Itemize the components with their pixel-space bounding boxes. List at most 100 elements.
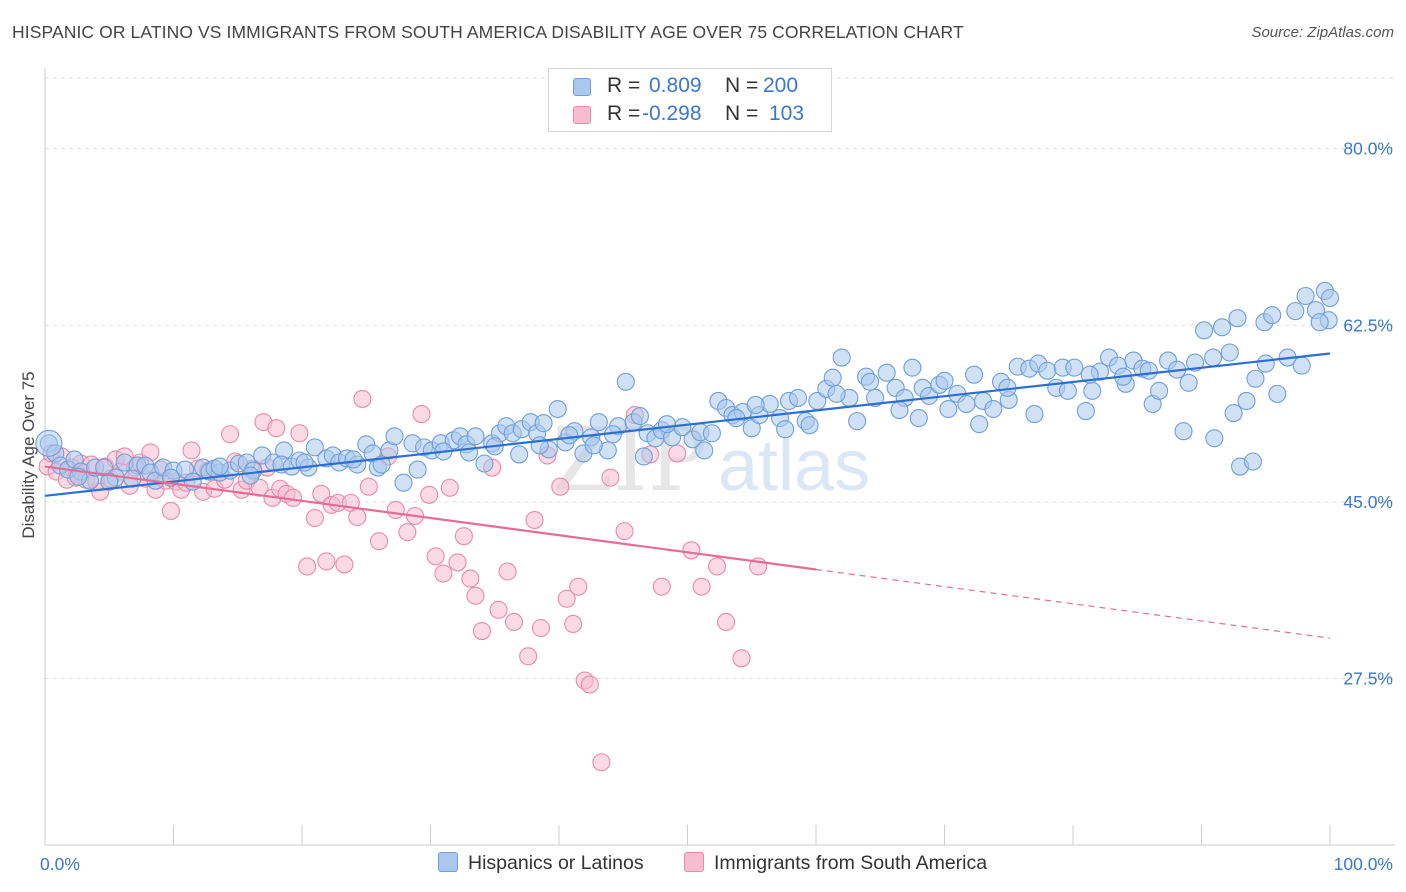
data-point-immigrants bbox=[551, 477, 570, 496]
data-point-immigrants bbox=[370, 532, 389, 551]
legend-n-label: N = bbox=[725, 74, 759, 97]
series-hispanics-points bbox=[35, 281, 1340, 492]
data-point-hispanics bbox=[630, 407, 650, 426]
data-point-hispanics bbox=[935, 371, 954, 390]
data-point-hispanics bbox=[1150, 381, 1169, 400]
data-point-immigrants bbox=[472, 621, 491, 641]
legend-swatch-blue bbox=[438, 852, 458, 872]
y-tick-label: 62.5% bbox=[1343, 315, 1393, 335]
data-point-immigrants bbox=[454, 527, 473, 546]
data-point-immigrants bbox=[732, 649, 751, 668]
data-point-hispanics bbox=[1195, 321, 1214, 340]
data-point-immigrants bbox=[557, 589, 576, 608]
data-point-hispanics bbox=[1268, 384, 1287, 403]
y-tick-labels: 27.5% 45.0% 62.5% 80.0% bbox=[1343, 139, 1393, 689]
legend-r-value: 0.809 bbox=[649, 74, 702, 97]
data-point-immigrants bbox=[426, 547, 445, 566]
data-point-immigrants bbox=[440, 478, 459, 497]
data-point-immigrants bbox=[448, 553, 467, 572]
data-point-hispanics bbox=[534, 414, 553, 433]
data-point-hispanics bbox=[1237, 391, 1256, 410]
data-point-hispanics bbox=[634, 447, 653, 466]
legend-swatch-pink bbox=[684, 852, 704, 872]
data-point-immigrants bbox=[466, 586, 485, 605]
data-point-immigrants bbox=[161, 501, 180, 521]
chart-title: HISPANIC OR LATINO VS IMMIGRANTS FROM SO… bbox=[12, 22, 964, 42]
correlation-legend: R = 0.809 N = 200 R = -0.298 N = 103 bbox=[548, 68, 832, 132]
legend-swatch-pink bbox=[573, 106, 591, 124]
data-point-immigrants bbox=[531, 618, 551, 638]
data-point-immigrants bbox=[489, 600, 508, 619]
data-point-hispanics bbox=[823, 368, 842, 387]
data-point-hispanics bbox=[860, 372, 880, 391]
data-point-hispanics bbox=[548, 399, 567, 419]
chart-source: Source: ZipAtlas.com bbox=[1251, 24, 1394, 41]
legend-row-immigrants: R = -0.298 N = 103 bbox=[549, 101, 831, 129]
data-point-immigrants bbox=[615, 522, 634, 541]
legend-label-immigrants: Immigrants from South America bbox=[714, 852, 988, 874]
legend-item-immigrants: Immigrants from South America bbox=[684, 852, 987, 875]
data-point-hispanics bbox=[1292, 356, 1311, 375]
data-point-hispanics bbox=[657, 415, 676, 434]
data-point-immigrants bbox=[412, 405, 431, 424]
legend-n-value: 200 bbox=[763, 74, 799, 97]
data-point-hispanics bbox=[1286, 302, 1305, 321]
data-point-hispanics bbox=[1213, 318, 1232, 337]
data-point-hispanics bbox=[1243, 452, 1262, 471]
data-point-hispanics bbox=[827, 384, 846, 403]
data-point-immigrants bbox=[569, 577, 588, 596]
legend-label-hispanics: Hispanics or Latinos bbox=[468, 852, 644, 874]
data-point-hispanics bbox=[1065, 358, 1084, 377]
data-point-hispanics bbox=[1220, 343, 1239, 362]
data-point-immigrants bbox=[708, 557, 727, 576]
data-point-hispanics bbox=[1076, 401, 1095, 421]
data-point-immigrants bbox=[498, 562, 517, 581]
data-point-hispanics bbox=[984, 399, 1003, 419]
data-point-immigrants bbox=[504, 612, 524, 632]
data-point-immigrants bbox=[716, 612, 736, 632]
data-point-hispanics bbox=[788, 388, 808, 407]
data-point-hispanics bbox=[408, 460, 427, 479]
data-point-hispanics bbox=[1186, 353, 1205, 372]
data-point-immigrants bbox=[601, 468, 620, 487]
data-point-immigrants bbox=[353, 389, 372, 408]
data-point-immigrants bbox=[652, 577, 671, 596]
data-point-hispanics bbox=[459, 443, 479, 462]
data-point-hispanics bbox=[560, 426, 579, 445]
data-point-immigrants bbox=[220, 425, 240, 444]
y-axis-label: Disability Age Over 75 bbox=[19, 371, 38, 538]
data-point-hispanics bbox=[305, 438, 324, 457]
data-point-hispanics bbox=[1228, 309, 1247, 328]
x-tick-label: 0.0% bbox=[40, 854, 80, 874]
data-point-immigrants bbox=[305, 508, 324, 528]
data-point-hispanics bbox=[35, 429, 63, 457]
data-point-hispanics bbox=[475, 454, 494, 473]
data-point-immigrants bbox=[668, 444, 687, 463]
legend-r-label: R = bbox=[607, 74, 641, 97]
data-point-hispanics bbox=[1038, 361, 1057, 380]
data-point-hispanics bbox=[1310, 313, 1329, 332]
legend-r-value: -0.298 bbox=[642, 102, 702, 125]
data-point-hispanics bbox=[1025, 405, 1044, 424]
data-point-hispanics bbox=[800, 416, 819, 435]
data-point-immigrants bbox=[359, 477, 378, 496]
data-point-immigrants bbox=[525, 510, 544, 530]
data-point-hispanics bbox=[890, 400, 909, 420]
data-point-hispanics bbox=[746, 395, 765, 415]
data-point-hispanics bbox=[1083, 381, 1102, 400]
data-point-immigrants bbox=[267, 419, 286, 438]
data-point-hispanics bbox=[1139, 361, 1158, 380]
data-point-hispanics bbox=[1204, 348, 1223, 367]
trend-line-immigrants bbox=[44, 465, 817, 571]
data-point-hispanics bbox=[832, 348, 851, 367]
data-point-immigrants bbox=[434, 564, 453, 583]
data-point-immigrants bbox=[564, 614, 583, 634]
data-point-hispanics bbox=[394, 473, 413, 492]
data-point-hispanics bbox=[877, 363, 896, 382]
data-point-hispanics bbox=[909, 409, 928, 428]
data-point-hispanics bbox=[1320, 288, 1340, 308]
data-point-hispanics bbox=[1296, 286, 1315, 306]
data-point-hispanics bbox=[1263, 306, 1282, 325]
data-point-immigrants bbox=[386, 500, 405, 519]
